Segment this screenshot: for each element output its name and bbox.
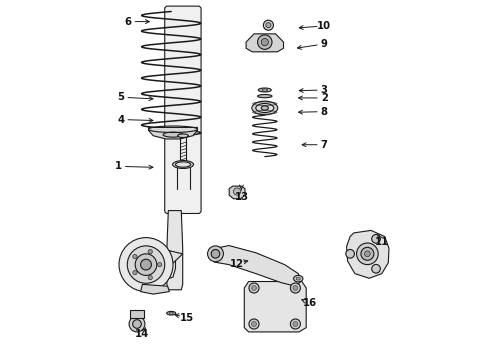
Text: 6: 6 [124,17,131,27]
Circle shape [251,321,257,327]
Polygon shape [346,230,389,278]
Circle shape [133,320,141,328]
Polygon shape [148,127,197,139]
Circle shape [211,249,220,258]
Ellipse shape [258,94,272,98]
Polygon shape [130,310,144,318]
Circle shape [141,259,151,270]
Ellipse shape [163,132,183,137]
Circle shape [135,254,157,275]
Text: 15: 15 [180,312,194,323]
FancyBboxPatch shape [165,6,201,213]
Circle shape [148,249,152,254]
Text: 4: 4 [117,114,124,125]
Text: 12: 12 [230,258,244,269]
Text: 9: 9 [321,39,328,49]
Circle shape [249,283,259,293]
Text: 10: 10 [317,21,331,31]
Polygon shape [167,211,183,290]
Ellipse shape [256,104,274,112]
Circle shape [233,188,241,195]
Circle shape [293,285,298,291]
Circle shape [291,283,300,293]
Circle shape [361,247,374,260]
Text: 1: 1 [115,161,122,171]
Circle shape [208,246,223,262]
Circle shape [263,20,273,30]
Circle shape [293,321,298,327]
Ellipse shape [294,275,303,282]
Circle shape [249,319,259,329]
Ellipse shape [169,312,173,314]
Ellipse shape [252,101,278,115]
Text: 13: 13 [234,192,248,202]
Text: 14: 14 [135,329,149,339]
Circle shape [291,319,300,329]
Text: 2: 2 [321,93,328,103]
Ellipse shape [167,311,176,315]
Circle shape [258,35,272,49]
Circle shape [133,270,137,275]
Text: 3: 3 [321,85,328,95]
Circle shape [261,39,269,46]
Circle shape [133,255,137,259]
Polygon shape [164,250,183,272]
Ellipse shape [178,134,189,138]
Ellipse shape [175,162,191,167]
Circle shape [129,316,145,332]
Circle shape [357,243,378,265]
Polygon shape [245,282,306,332]
Text: 5: 5 [117,92,124,102]
Circle shape [372,234,380,243]
Ellipse shape [172,161,194,168]
Circle shape [119,238,173,292]
Text: 8: 8 [320,107,328,117]
Circle shape [148,275,152,280]
Circle shape [157,262,162,267]
Polygon shape [211,246,301,286]
Circle shape [127,246,165,283]
Text: 7: 7 [321,140,328,150]
Circle shape [266,23,271,28]
Ellipse shape [258,88,271,92]
Text: 16: 16 [303,298,317,308]
Polygon shape [141,284,170,294]
Text: 11: 11 [375,237,389,247]
Circle shape [346,249,354,258]
Circle shape [372,265,380,273]
Circle shape [251,285,257,291]
Ellipse shape [296,277,300,280]
Polygon shape [246,34,284,52]
Circle shape [365,251,370,257]
Polygon shape [229,186,245,199]
Ellipse shape [261,106,269,110]
